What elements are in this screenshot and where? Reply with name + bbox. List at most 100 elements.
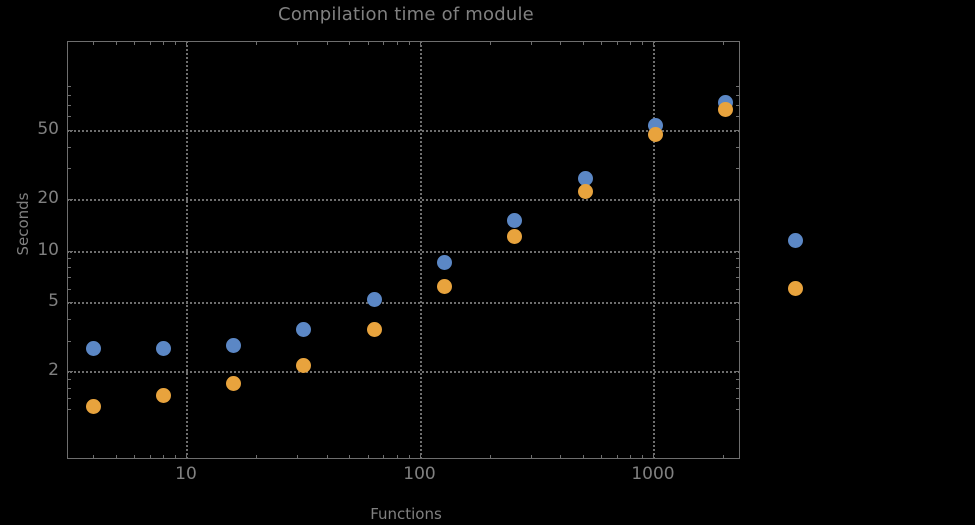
data-point xyxy=(577,171,593,187)
y-tick-label: 20 xyxy=(37,187,59,208)
tick-y-minor xyxy=(67,319,71,321)
tick-y-minor xyxy=(67,94,71,96)
tick-y-minor xyxy=(736,258,740,260)
tick-y-minor xyxy=(736,146,740,148)
tick-x-minor xyxy=(408,455,410,459)
tick-x-minor xyxy=(601,455,603,459)
tick-y-minor xyxy=(736,409,740,411)
tick-y-minor xyxy=(736,168,740,170)
tick-x-minor xyxy=(530,455,532,459)
tick-x-minor xyxy=(297,455,299,459)
data-point xyxy=(437,278,453,294)
x-axis-label: Functions xyxy=(370,505,442,523)
tick-x-minor xyxy=(642,41,644,45)
tick-x-minor xyxy=(723,455,725,459)
tick-x-minor xyxy=(530,41,532,45)
tick-y-minor xyxy=(67,387,71,389)
tick-x-major xyxy=(653,453,654,459)
tick-x-minor xyxy=(256,455,258,459)
data-point xyxy=(647,127,663,143)
tick-x-minor xyxy=(396,41,398,45)
tick-y-minor xyxy=(67,258,71,260)
tick-x-minor xyxy=(489,455,491,459)
tick-y-minor xyxy=(736,94,740,96)
tick-x-minor xyxy=(349,41,351,45)
tick-x-minor xyxy=(383,455,385,459)
tick-y-minor xyxy=(736,104,740,106)
tick-y-minor xyxy=(736,116,740,118)
tick-x-minor xyxy=(582,41,584,45)
tick-x-minor xyxy=(489,41,491,45)
tick-x-minor xyxy=(367,41,369,45)
tick-y-minor xyxy=(736,340,740,342)
tick-y-major xyxy=(734,198,740,200)
gridline-horizontal xyxy=(67,371,740,373)
data-point xyxy=(296,321,312,337)
gridline-vertical xyxy=(186,41,188,459)
tick-x-minor xyxy=(367,455,369,459)
tick-y-minor xyxy=(736,319,740,321)
data-point xyxy=(366,321,382,337)
data-point xyxy=(296,358,312,374)
gridline-horizontal xyxy=(67,250,740,253)
tick-x-minor xyxy=(642,455,644,459)
tick-y-major xyxy=(67,302,73,304)
tick-x-minor xyxy=(723,41,725,45)
tick-x-minor xyxy=(93,41,95,45)
tick-y-minor xyxy=(67,378,71,380)
data-point xyxy=(718,101,734,117)
tick-y-minor xyxy=(67,267,71,269)
tick-x-major xyxy=(186,41,187,47)
tick-x-minor xyxy=(616,41,618,45)
tick-y-minor xyxy=(736,277,740,279)
tick-x-minor xyxy=(560,455,562,459)
tick-x-minor xyxy=(326,455,328,459)
tick-x-minor xyxy=(163,455,165,459)
tick-y-major xyxy=(67,250,73,252)
tick-y-minor xyxy=(736,267,740,269)
y-tick-label: 2 xyxy=(48,360,59,380)
tick-y-major xyxy=(734,250,740,252)
data-point xyxy=(577,183,593,199)
tick-x-minor xyxy=(630,455,632,459)
x-tick-label: 100 xyxy=(403,464,436,484)
tick-x-minor xyxy=(149,455,151,459)
gridline-horizontal xyxy=(67,198,740,201)
gridline-vertical xyxy=(419,41,422,459)
tick-y-major xyxy=(67,198,73,200)
y-tick-label: 10 xyxy=(37,239,59,260)
tick-x-minor xyxy=(115,41,117,45)
tick-x-minor xyxy=(93,455,95,459)
tick-y-minor xyxy=(736,387,740,389)
tick-x-minor xyxy=(601,41,603,45)
tick-x-minor xyxy=(630,41,632,45)
data-point xyxy=(155,341,171,357)
data-point xyxy=(507,212,523,228)
tick-y-minor xyxy=(67,116,71,118)
gridline-vertical xyxy=(653,41,655,459)
tick-y-minor xyxy=(736,288,740,290)
data-point xyxy=(226,375,242,391)
data-point xyxy=(788,281,804,297)
tick-x-minor xyxy=(134,455,136,459)
tick-x-major xyxy=(419,41,421,47)
page-title: Compilation time of module xyxy=(278,4,534,25)
tick-x-minor xyxy=(383,41,385,45)
y-tick-label: 5 xyxy=(48,291,59,312)
gridline-horizontal xyxy=(67,130,740,132)
tick-x-minor xyxy=(256,41,258,45)
data-point xyxy=(437,255,453,271)
tick-y-minor xyxy=(736,85,740,87)
gridline-horizontal xyxy=(67,302,740,305)
tick-x-major xyxy=(419,453,421,459)
tick-x-minor xyxy=(134,41,136,45)
data-point xyxy=(85,398,101,414)
data-point xyxy=(788,232,804,248)
tick-y-major xyxy=(734,130,740,131)
tick-y-minor xyxy=(736,378,740,380)
tick-y-minor xyxy=(67,340,71,342)
tick-y-minor xyxy=(67,397,71,399)
tick-x-minor xyxy=(408,41,410,45)
tick-y-minor xyxy=(67,104,71,106)
